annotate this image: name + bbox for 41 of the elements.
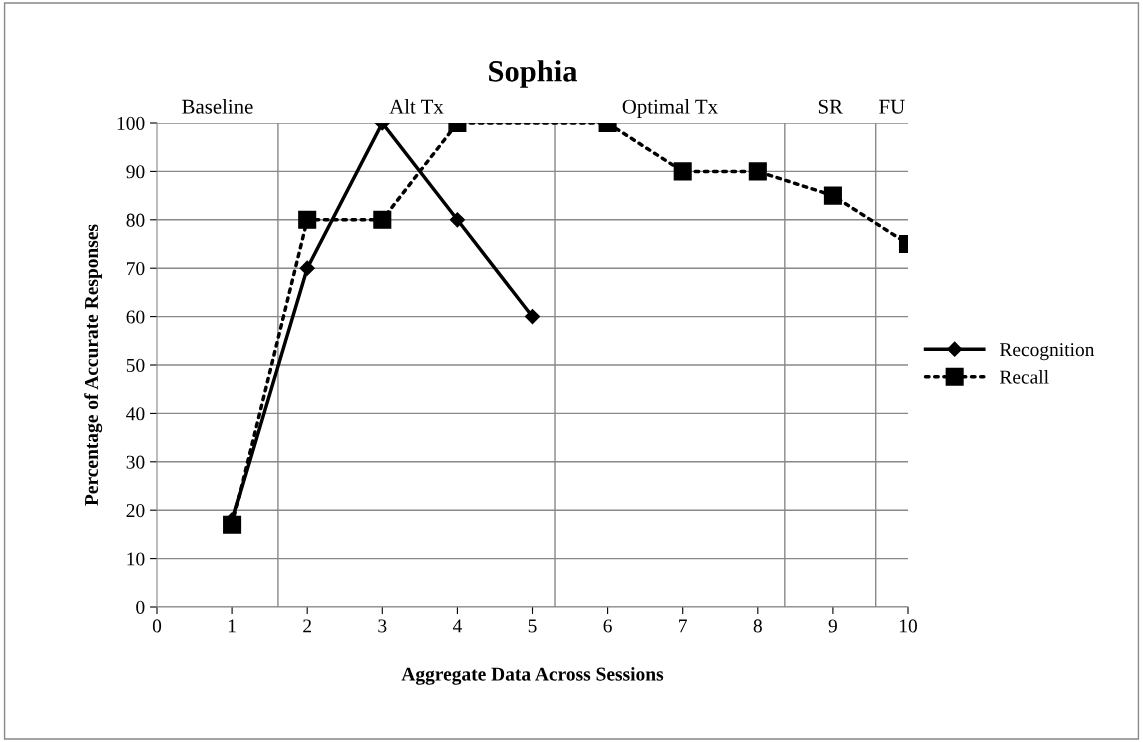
x-tick-label: 3 bbox=[378, 619, 387, 633]
text: Optimal Tx bbox=[622, 99, 718, 118]
y-tick-label: 0 bbox=[136, 600, 145, 614]
legend-label: Recall bbox=[999, 370, 1049, 384]
x-axis-title: Aggregate Data Across Sessions bbox=[401, 666, 664, 685]
y-tick-label: 70 bbox=[127, 262, 145, 276]
y-tick-label: 30 bbox=[126, 455, 145, 469]
x-tick-label: 10 bbox=[899, 619, 917, 633]
point bbox=[298, 210, 317, 229]
point bbox=[373, 210, 392, 229]
x-tick-label: 0 bbox=[152, 619, 162, 633]
x-tick-label: 1 bbox=[228, 619, 236, 633]
point bbox=[524, 309, 541, 325]
y-axis-title: Percentage of Accurate Responses bbox=[84, 224, 103, 506]
point bbox=[748, 162, 767, 181]
x-tick-label: 8 bbox=[753, 619, 762, 633]
chart-title: Sophia bbox=[489, 60, 578, 88]
text: FU bbox=[879, 99, 905, 114]
x-tick-label: 6 bbox=[603, 619, 612, 633]
y-tick-label: 20 bbox=[126, 504, 145, 518]
point bbox=[823, 186, 842, 205]
y-tick-label: 40 bbox=[126, 407, 145, 421]
text: Baseline bbox=[182, 99, 253, 114]
legend-label: Recognition bbox=[999, 343, 1095, 361]
y-tick-label: 100 bbox=[117, 116, 145, 130]
y-tick-label: 60 bbox=[126, 310, 145, 324]
x-tick-label: 7 bbox=[679, 619, 687, 633]
point bbox=[449, 212, 465, 228]
point bbox=[223, 515, 242, 534]
x-tick-label: 5 bbox=[528, 619, 537, 633]
x-tick-label: 9 bbox=[828, 619, 837, 633]
text: SR bbox=[818, 99, 843, 114]
y-tick-label: 90 bbox=[126, 165, 145, 179]
y-tick-label: 50 bbox=[126, 358, 145, 372]
text: Alt Tx bbox=[389, 99, 444, 114]
x-tick-label: 4 bbox=[452, 619, 462, 633]
x-tick-label: 2 bbox=[303, 619, 311, 633]
point bbox=[673, 162, 692, 181]
y-tick-label: 10 bbox=[127, 552, 145, 566]
point bbox=[299, 260, 315, 276]
y-tick-label: 80 bbox=[126, 213, 145, 227]
